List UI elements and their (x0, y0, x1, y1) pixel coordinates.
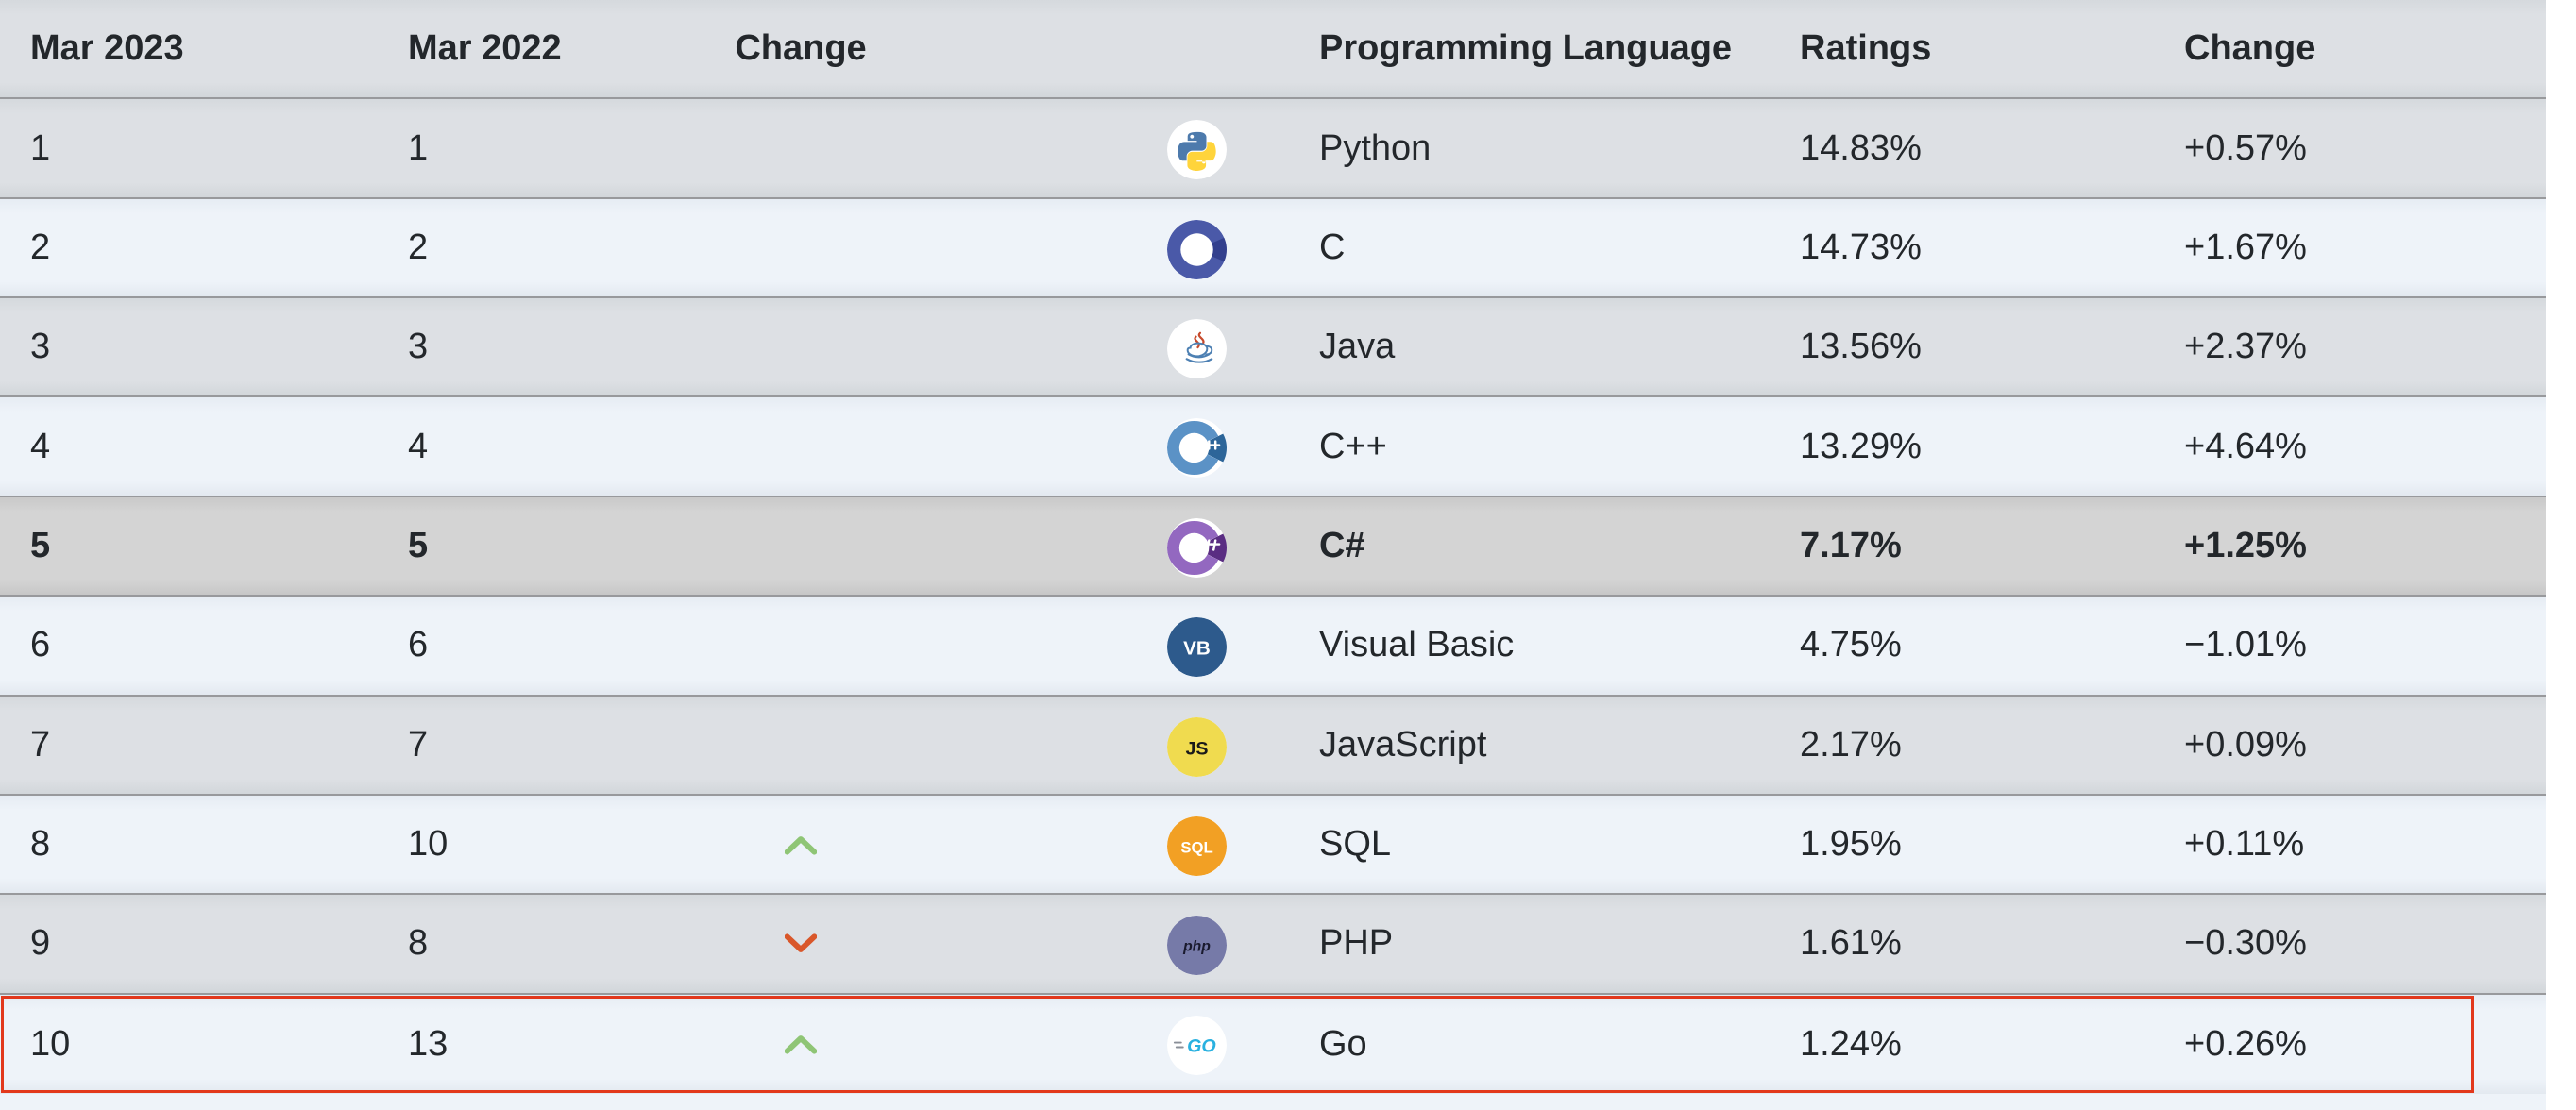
svg-text:VB: VB (1183, 638, 1211, 660)
svg-text:GO: GO (1187, 1035, 1216, 1056)
svg-text:SQL: SQL (1180, 838, 1212, 856)
svg-text:php: php (1182, 939, 1211, 955)
svg-text:JS: JS (1185, 738, 1208, 759)
